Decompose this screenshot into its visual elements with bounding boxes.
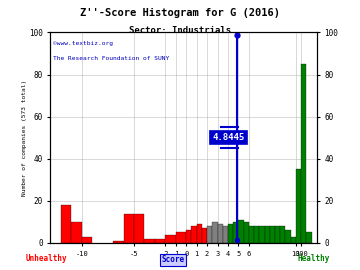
Bar — [244, 222, 249, 243]
Bar — [197, 224, 202, 243]
Bar — [207, 226, 212, 243]
Bar — [259, 226, 265, 243]
Text: Sector: Industrials: Sector: Industrials — [129, 26, 231, 35]
Text: 4.8445: 4.8445 — [212, 133, 244, 142]
Bar — [176, 232, 186, 243]
Text: Score: Score — [161, 255, 184, 264]
Text: Z''-Score Histogram for G (2016): Z''-Score Histogram for G (2016) — [80, 8, 280, 18]
Bar — [301, 64, 306, 243]
Bar — [306, 232, 311, 243]
Bar — [233, 222, 238, 243]
Bar — [113, 241, 123, 243]
Bar — [61, 205, 71, 243]
Bar — [123, 214, 134, 243]
Bar — [238, 220, 244, 243]
Bar — [212, 222, 217, 243]
Bar — [291, 237, 296, 243]
Bar — [155, 239, 165, 243]
Bar — [82, 237, 92, 243]
Bar — [144, 239, 155, 243]
Bar — [254, 226, 259, 243]
Bar — [285, 230, 291, 243]
Bar — [134, 214, 144, 243]
Bar — [228, 224, 233, 243]
Bar — [275, 226, 280, 243]
Bar — [71, 222, 82, 243]
Bar — [265, 226, 270, 243]
Bar — [165, 235, 176, 243]
Text: ©www.textbiz.org: ©www.textbiz.org — [53, 41, 113, 46]
Bar — [270, 226, 275, 243]
Bar — [192, 226, 197, 243]
Bar — [217, 224, 223, 243]
Text: Healthy: Healthy — [297, 254, 329, 263]
Bar — [223, 226, 228, 243]
Bar — [202, 228, 207, 243]
Text: The Research Foundation of SUNY: The Research Foundation of SUNY — [53, 56, 169, 60]
Bar — [249, 226, 254, 243]
Y-axis label: Number of companies (573 total): Number of companies (573 total) — [22, 80, 27, 196]
Text: Unhealthy: Unhealthy — [26, 254, 68, 263]
Bar — [280, 226, 285, 243]
Bar — [186, 230, 192, 243]
Bar — [296, 169, 301, 243]
